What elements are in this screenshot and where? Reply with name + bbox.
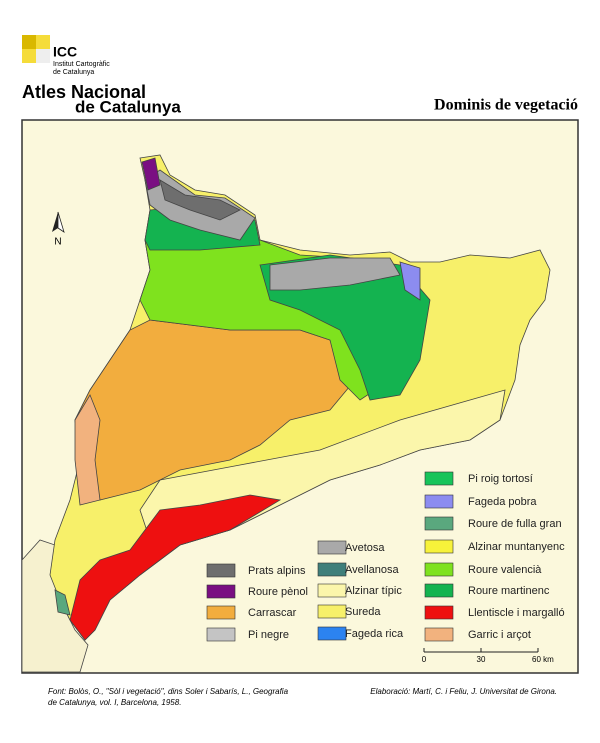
legend-label: Avellanosa (345, 564, 399, 576)
legend-label: Sureda (345, 606, 381, 618)
legend-label: Roure martinenc (468, 585, 550, 597)
legend-label: Roure de fulla gran (468, 518, 562, 530)
region (141, 157, 161, 191)
logo-square (22, 49, 36, 63)
legend-swatch (424, 562, 454, 577)
logo-square (36, 49, 50, 63)
north-arrow: N (52, 211, 65, 248)
legend-swatch (424, 627, 454, 642)
source: de Catalunya, vol. I, Barcelona, 1958. (48, 698, 181, 707)
legend-label: Fageda pobra (468, 496, 537, 508)
atlas-title: de Catalunya (75, 97, 181, 116)
credit: Elaboració: Martí, C. i Feliu, J. Univer… (370, 687, 557, 696)
region (54, 589, 71, 616)
legend-swatch (317, 562, 347, 577)
legend-swatch (424, 583, 454, 598)
north-label: N (54, 237, 61, 248)
legend-label: Avetosa (345, 542, 385, 554)
legend-swatch (317, 626, 347, 641)
legend-label: Fageda rica (345, 628, 404, 640)
legend-label: Pi negre (248, 629, 289, 641)
legend: Prats alpins Roure pènol Carrascar Pi negre… (206, 471, 565, 642)
legend-swatch (424, 494, 454, 509)
scale-label: 0 (422, 655, 427, 664)
legend-label: Garric i arçot (468, 629, 531, 641)
region (159, 179, 241, 221)
legend-swatch (424, 516, 454, 531)
legend-label: Alzinar típic (345, 585, 402, 597)
legend-swatch (206, 605, 236, 620)
source: Font: Bolòs, O., "Sòl i vegetació", dins… (48, 687, 289, 696)
legend-swatch (317, 540, 347, 555)
legend-swatch (424, 471, 454, 486)
institute: Institut Cartogràfic (53, 61, 110, 68)
legend-swatch (317, 583, 347, 598)
logo-square (22, 35, 36, 49)
scale-label: 60 km (532, 655, 554, 664)
legend-label: Carrascar (248, 607, 297, 619)
region (69, 494, 282, 641)
legend-swatch (317, 604, 347, 619)
scale-label: 30 (477, 655, 486, 664)
logo-text: ICC (53, 44, 77, 60)
region (74, 394, 101, 506)
legend-swatch (206, 563, 236, 578)
atlas-title: Atles Nacional (22, 82, 146, 102)
region (399, 261, 421, 301)
region (269, 257, 401, 291)
legend-label: Pi roig tortosí (468, 473, 533, 485)
legend-label: Roure valencià (468, 564, 542, 576)
map-title: Dominis de vegetació (434, 97, 578, 114)
legend-swatch (206, 584, 236, 599)
legend-label: Llentiscle i margalló (468, 607, 565, 619)
legend-swatch (424, 605, 454, 620)
logo-square (36, 35, 50, 49)
legend-label: Prats alpins (248, 565, 306, 577)
map (21, 154, 551, 673)
institute: de Catalunya (53, 69, 94, 76)
scale-bar: 0 30 60 km (422, 648, 554, 664)
legend-swatch (206, 627, 236, 642)
legend-label: Alzinar muntanyenc (468, 541, 565, 553)
legend-swatch (424, 539, 454, 554)
legend-label: Roure pènol (248, 586, 308, 598)
region (21, 539, 89, 673)
